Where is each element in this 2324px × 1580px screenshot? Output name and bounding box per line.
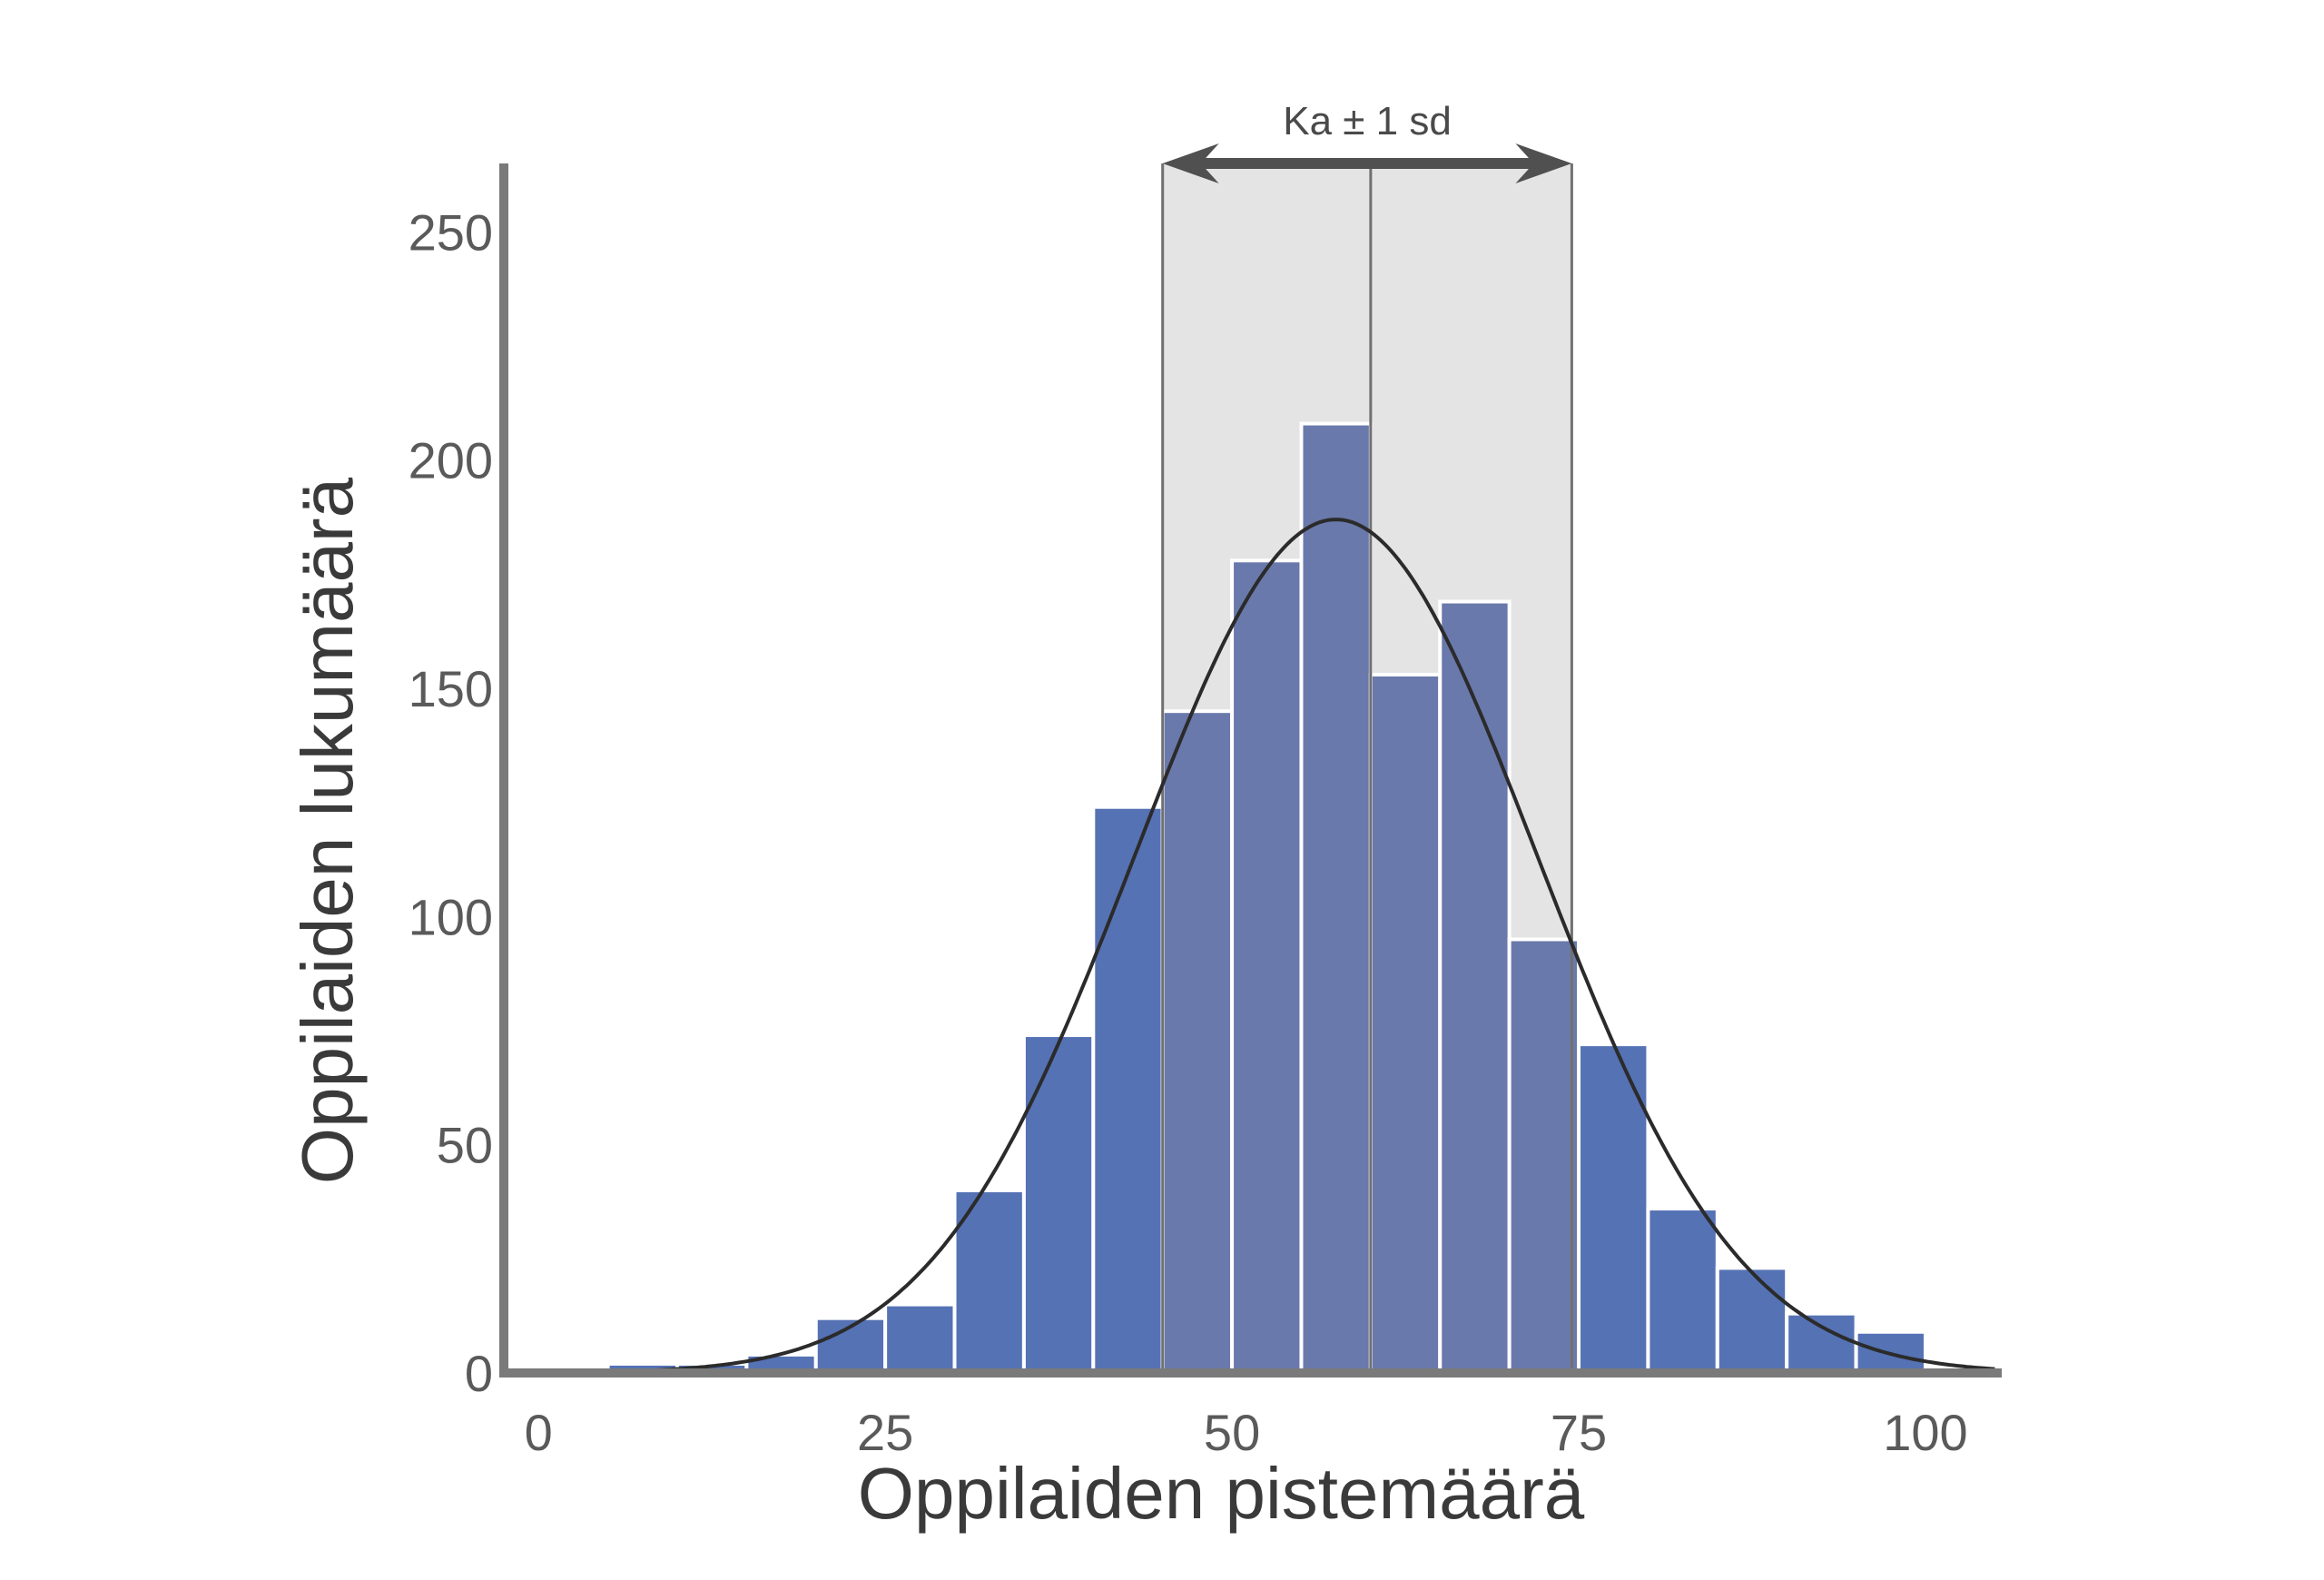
y-tick-label-4: 200 <box>409 432 493 489</box>
histogram-bar-6 <box>1021 1033 1096 1375</box>
y-tick-label-0: 0 <box>465 1345 493 1402</box>
histogram-bar-7 <box>1091 805 1165 1375</box>
normal-curve <box>538 518 1995 1375</box>
histogram-bar-15 <box>1646 1207 1719 1376</box>
histogram-bar-12 <box>1438 599 1512 1375</box>
y-tick-label-2: 100 <box>409 888 493 945</box>
histogram-bar-16 <box>1715 1266 1789 1375</box>
annotation: Ka ± 1 sd <box>1162 99 1572 183</box>
y-tick-label-1: 50 <box>437 1117 493 1174</box>
histogram-bars <box>606 421 1927 1376</box>
normal-curve-path <box>538 518 1995 1375</box>
x-tick-label-1: 25 <box>857 1404 913 1461</box>
histogram-bar-17 <box>1785 1311 1858 1376</box>
sd-arrow-left-head <box>1162 143 1219 183</box>
histogram-bar-10 <box>1299 421 1373 1376</box>
histogram-bar-14 <box>1577 1042 1650 1376</box>
histogram-bar-11 <box>1368 672 1443 1375</box>
x-tick-label-0: 0 <box>525 1404 553 1461</box>
axes <box>499 163 2002 1378</box>
band-overlay <box>1161 163 1573 1373</box>
histogram-bar-9 <box>1230 558 1304 1375</box>
y-axis-title: Oppilaiden lukumäärä <box>287 477 368 1184</box>
sd-band-label: Ka ± 1 sd <box>1283 99 1452 143</box>
histogram-bar-13 <box>1507 937 1581 1376</box>
x-tick-label-4: 100 <box>1883 1404 1967 1461</box>
x-tick-label-3: 75 <box>1551 1404 1607 1461</box>
y-tick-label-5: 250 <box>409 203 493 261</box>
sd-arrow-right-head <box>1515 143 1572 183</box>
y-tick-label-3: 150 <box>409 660 493 717</box>
x-axis-title: Oppilaiden pistemäärä <box>858 1453 1585 1534</box>
histogram-bar-4 <box>883 1302 957 1375</box>
x-tick-label-2: 50 <box>1204 1404 1260 1461</box>
histogram-bar-18 <box>1854 1329 1927 1375</box>
tick-labels: 0 25 50 75 100 0 50 100 150 200 250 <box>409 203 1968 1461</box>
histogram-bar-8 <box>1160 709 1235 1375</box>
